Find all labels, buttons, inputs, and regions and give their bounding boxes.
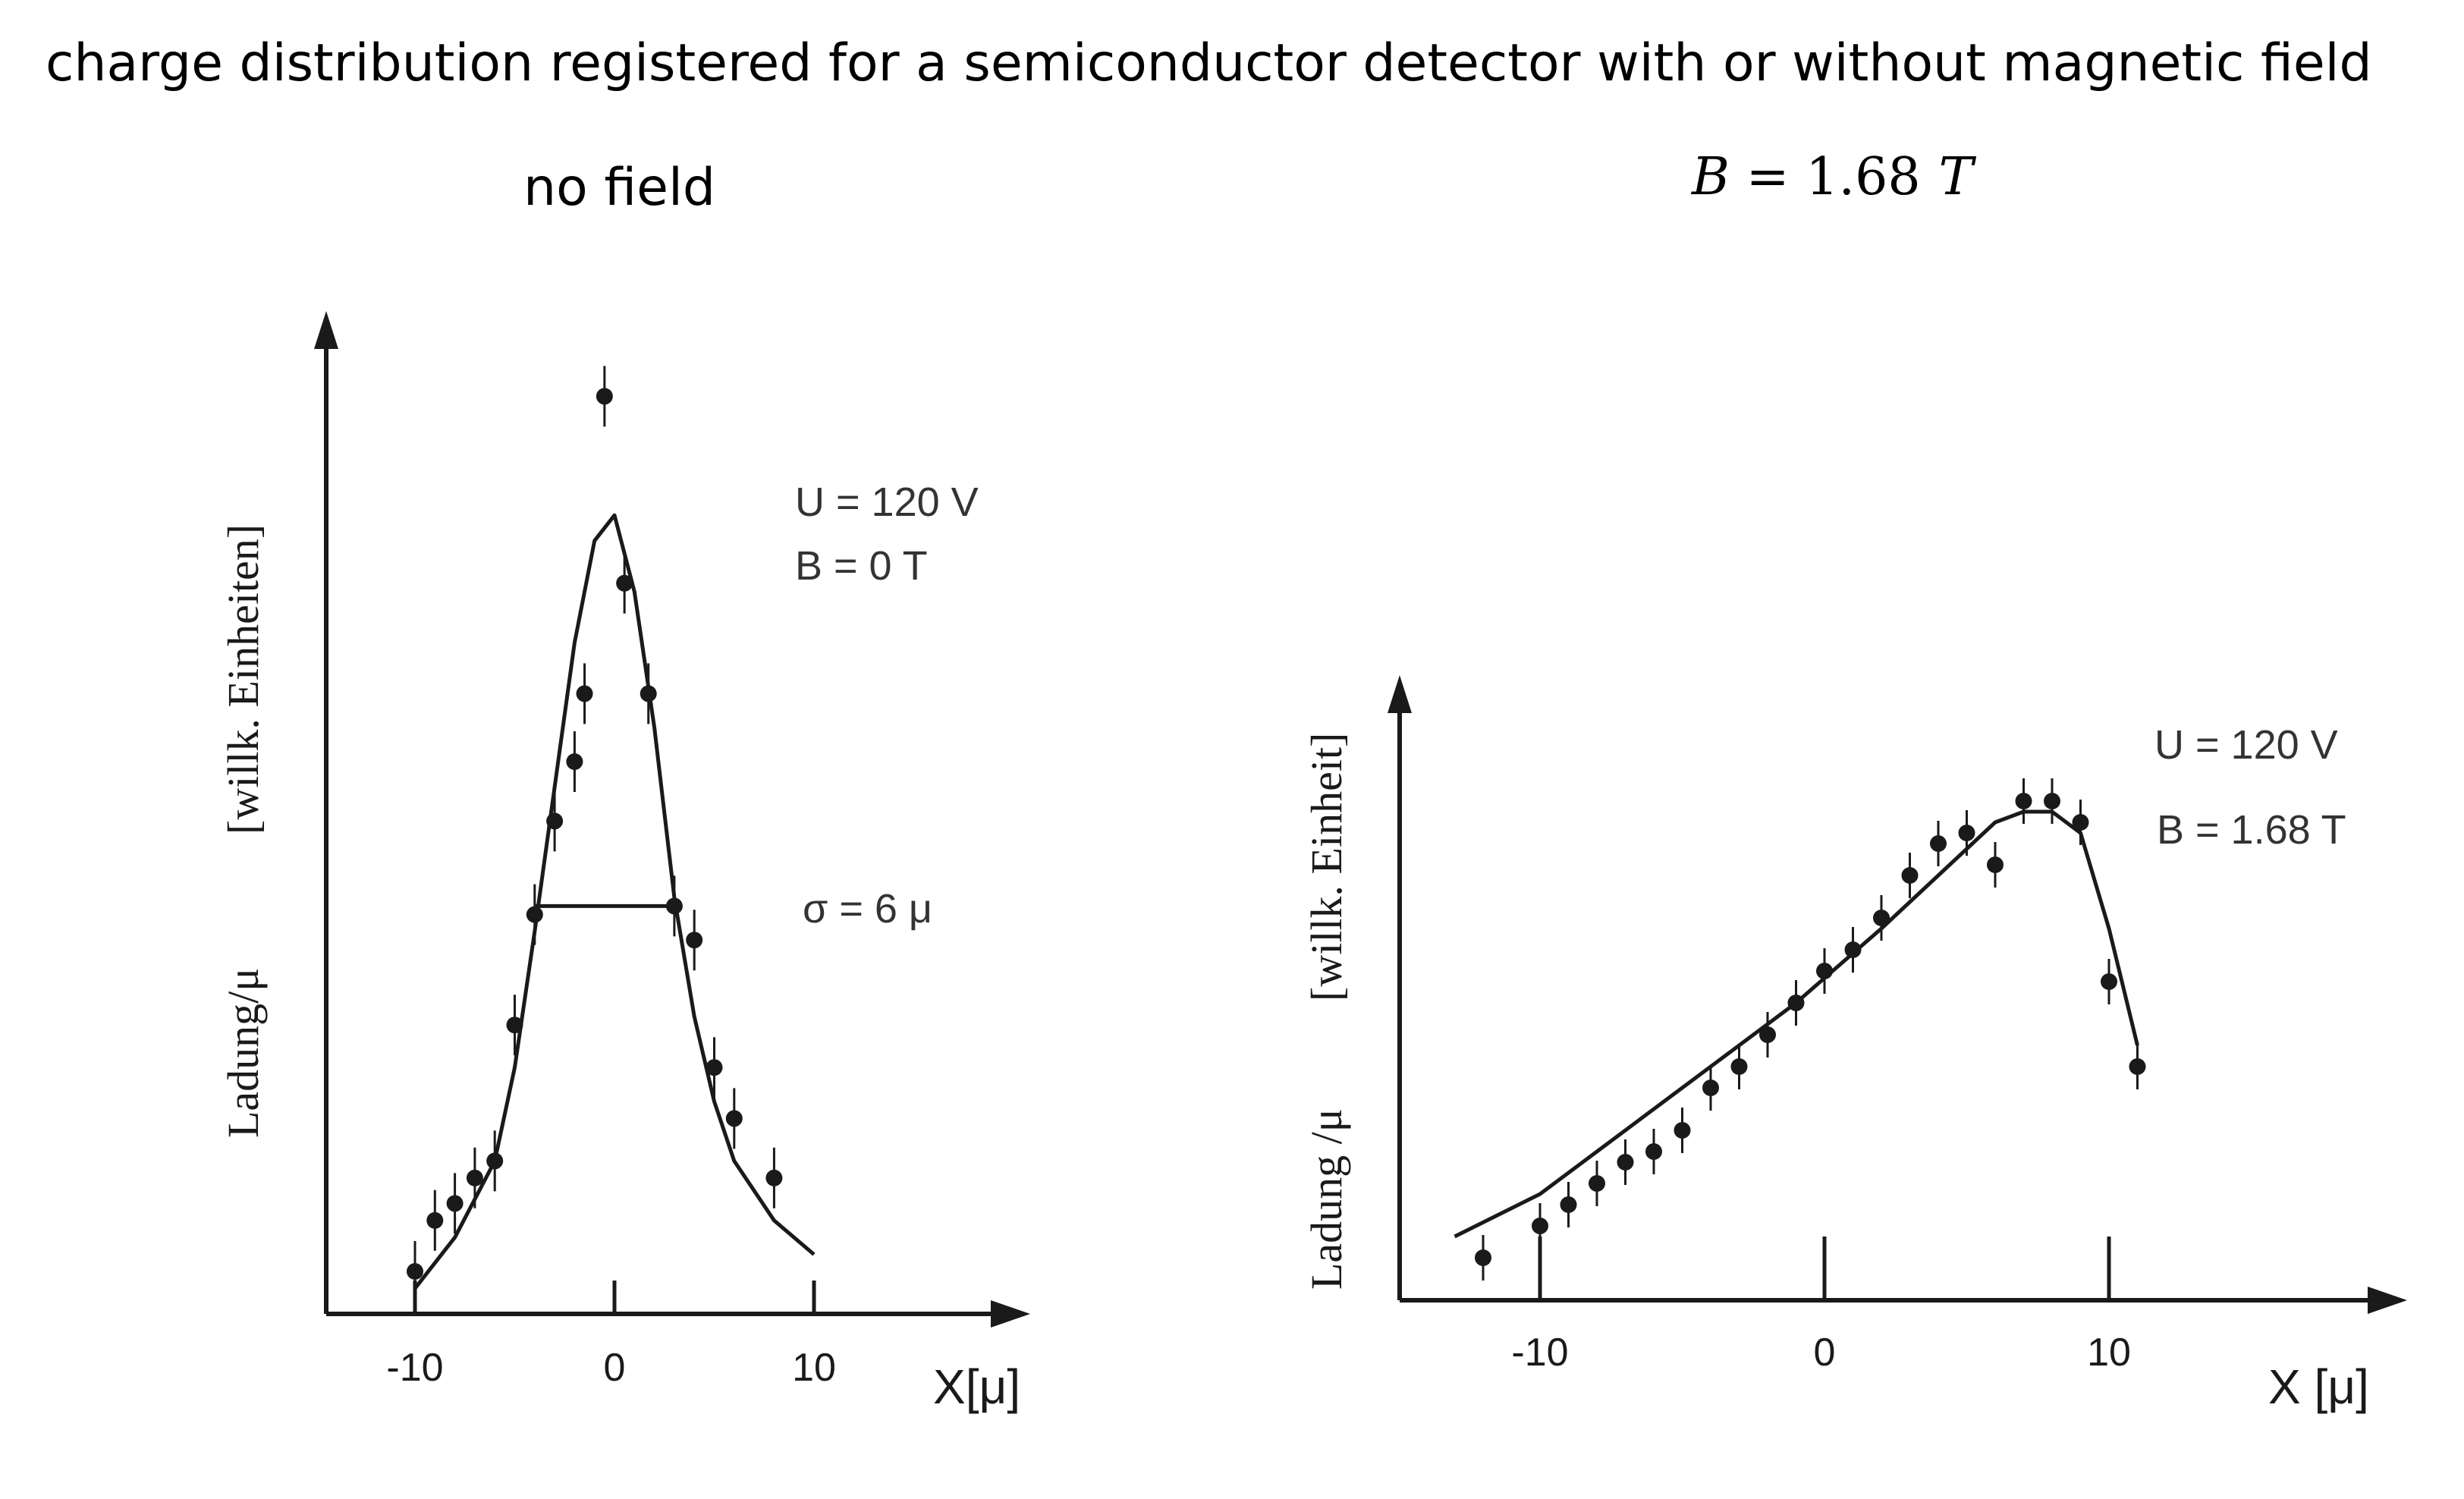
right-data-point [1844,941,1862,958]
right-x-axis-label: X [μ] [2268,1359,2369,1414]
right-data-point [1730,1058,1748,1075]
right-data-point [1475,1249,1491,1266]
left-data-point [665,897,683,915]
left-data-point [686,932,703,949]
right-data-point [1674,1122,1691,1139]
left-annotation: B = 0 T [795,543,928,589]
right-data-point [2101,973,2117,990]
right-data-point [1958,825,1975,841]
right-data-point [1930,835,1947,852]
right-x-tick-label: -10 [1511,1331,1568,1375]
right-data-point [1617,1154,1634,1171]
left-y-axis-unit-label: [willk. Einheiten] [218,524,268,834]
right-y-axis-unit-label: [willk. Einheit] [1302,733,1351,1001]
right-data-point [1702,1079,1719,1096]
left-data-point [616,574,633,592]
field-symbol: B [1692,147,1730,207]
right-x-axis-arrow [2368,1287,2407,1314]
right-annotation: B = 1.68 T [2157,807,2346,853]
right-data-point [1645,1143,1662,1160]
left-data-point [407,1263,423,1280]
right-annotation: U = 120 V [2154,722,2338,768]
right-x-tick-label: 10 [2087,1331,2131,1375]
right-data-point [2044,793,2060,809]
left-fit-curve [413,513,816,1290]
left-data-point [725,1110,743,1127]
left-data-point [506,1017,523,1034]
right-data-point [1589,1175,1605,1192]
left-annotation: σ = 6 μ [803,886,932,932]
right-data-point [2072,814,2089,831]
right-data-point [1560,1196,1577,1213]
left-data-point [446,1195,464,1212]
left-data-point [596,388,613,405]
right-x-tick-label: 0 [1814,1331,1836,1375]
right-data-point [1873,910,1890,926]
field-value: 1.68 [1806,147,1921,207]
left-data-point [640,685,657,702]
left-annotation: U = 120 V [795,479,979,525]
left-data-point [486,1152,504,1170]
right-data-point [1759,1026,1776,1043]
right-data-point [1987,856,2004,873]
page-title: charge distribution registered for a sem… [46,33,2372,93]
right-data-point [2015,793,2032,809]
left-data-point [466,1169,483,1186]
right-y-axis-label: Ladung /μ [1302,1108,1351,1290]
right-y-axis-arrow [1388,675,1412,713]
left-x-tick-label: 10 [792,1346,836,1390]
left-y-axis-label: Ladung/μ [218,968,268,1138]
left-data-point [566,753,583,770]
right-data-point [1532,1218,1548,1234]
right-data-point [1787,995,1805,1011]
panel-title-magnetic-field: B = 1.68 T [1692,147,1973,207]
equals-sign: = [1746,147,1790,207]
left-x-axis-label: X[μ] [933,1359,1020,1414]
field-unit: T [1938,147,1973,207]
left-data-point [706,1059,723,1076]
left-x-tick-label: 0 [604,1346,626,1390]
left-y-axis-arrow [314,311,338,349]
right-data-point [1816,963,1833,979]
panel-title-no-field: no field [523,158,716,218]
left-x-tick-label: -10 [386,1346,443,1390]
left-data-point [526,906,543,923]
left-x-axis-arrow [991,1300,1030,1328]
right-data-point [1901,867,1919,884]
left-data-point [765,1169,783,1186]
left-data-point [546,812,564,830]
left-data-point [426,1211,444,1229]
right-data-point [2129,1058,2146,1075]
left-data-point [576,685,593,702]
